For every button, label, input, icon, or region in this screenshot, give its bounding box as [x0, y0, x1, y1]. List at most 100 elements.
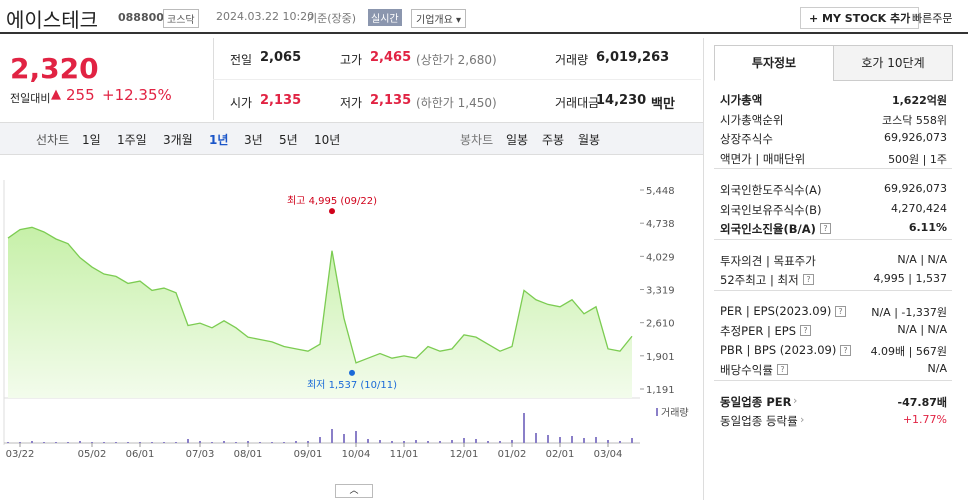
price: 2,320	[10, 52, 99, 85]
volume-bar	[19, 442, 21, 443]
info-value: 69,926,073	[884, 131, 947, 144]
overview-button[interactable]: 기업개요 ▾	[411, 9, 466, 28]
volume-bar	[55, 442, 57, 443]
info-value: 4,995 | 1,537	[873, 272, 947, 285]
help-icon: ?	[840, 344, 851, 356]
stat-unit: 백만	[651, 97, 675, 112]
period-tab[interactable]: 10년	[314, 133, 341, 147]
period-tab[interactable]: 1주일	[117, 133, 147, 147]
candle-tab[interactable]: 주봉	[542, 133, 565, 147]
candle-tab[interactable]: 일봉	[506, 133, 529, 147]
volume-bar	[127, 442, 129, 443]
volume-bar	[199, 441, 201, 443]
volume-bar	[247, 441, 249, 443]
period-tab[interactable]: 3년	[244, 133, 263, 147]
x-tick-label: 06/01	[126, 449, 155, 460]
x-tick-label: 09/01	[294, 449, 323, 460]
info-value: +1.77%	[902, 413, 947, 426]
chart: 1,191 1,901 2,610 3,319 4,029 4,738 5,448 거래량 03…	[3, 180, 689, 460]
info-tab[interactable]: 호가 10단계	[833, 45, 953, 81]
x-tick-label: 12/01	[450, 449, 479, 460]
x-tick-label: 05/02	[78, 449, 107, 460]
volume-bar	[619, 441, 621, 443]
volume-bar	[187, 439, 189, 443]
candle-tab[interactable]: 월봉	[578, 133, 601, 147]
x-tick-label: 10/04	[342, 449, 371, 460]
period-bar	[0, 122, 703, 155]
info-value: 4.09배 | 567원	[870, 344, 947, 358]
market-badge: 코스닥	[163, 9, 199, 28]
info-label: 상장주식수	[720, 132, 773, 146]
stat-label: 거래량	[555, 53, 589, 67]
basis: 기준(장중)	[307, 12, 357, 25]
legend-label: 거래량	[661, 407, 689, 419]
stat-label: 시가	[230, 96, 253, 110]
period-tab[interactable]: 1일	[82, 133, 101, 147]
info-value: 6.11%	[908, 221, 947, 234]
x-tick-label: 01/02	[498, 449, 527, 460]
info-value: -47.87배	[897, 395, 947, 409]
stat-value: 2,135	[370, 93, 412, 108]
volume-bar	[79, 441, 81, 443]
x-tick-label: 02/01	[546, 449, 575, 460]
volume-bar	[391, 441, 393, 443]
volume-bar	[499, 441, 501, 443]
volume-bar	[367, 439, 369, 443]
help-icon: ?	[803, 274, 814, 285]
y-tick-label: 1,901	[646, 352, 675, 363]
volume-bar	[175, 442, 177, 443]
volume-bar	[211, 442, 213, 443]
help-icon: ?	[820, 223, 831, 234]
realtime-badge: 실시간	[368, 9, 402, 26]
stat-value: 2,065	[260, 50, 302, 65]
period-tab[interactable]: 3개월	[163, 133, 193, 147]
collapse-button[interactable]: ︿	[335, 484, 373, 498]
info-label: 외국인소진율(B/A)	[720, 222, 816, 236]
help-icon: ?	[835, 305, 846, 317]
stat-value: 2,465	[370, 50, 412, 65]
info-value: N/A	[927, 362, 947, 375]
info-tab[interactable]: 투자정보	[714, 45, 834, 81]
volume-bar	[295, 441, 297, 443]
volume-bar	[427, 441, 429, 443]
info-label: 액면가 | 매매단위	[720, 151, 806, 166]
period-tab[interactable]: 5년	[279, 133, 298, 147]
price-line	[7, 226, 633, 364]
volume-bar	[415, 440, 417, 443]
stat-label: 거래대금	[555, 96, 600, 110]
info-label: 배당수익률	[720, 363, 773, 377]
info-value: 4,270,424	[891, 201, 947, 215]
mystock-button[interactable]: + MY STOCK 추가	[800, 7, 920, 29]
info-label: 동일업종 등락률	[720, 414, 798, 428]
y-tick-label: 1,191	[646, 385, 675, 396]
volume-bar	[43, 442, 45, 443]
info-value: 코스닥 558위	[882, 113, 947, 127]
info-label: 시가총액	[720, 93, 763, 107]
volume-bar	[7, 442, 9, 443]
volume-bar	[523, 413, 525, 443]
volume-bar	[91, 442, 93, 443]
info-value: N/A | N/A	[897, 323, 947, 336]
change-label: 전일대비	[10, 92, 51, 105]
volume-bar	[307, 441, 309, 443]
change-rate: +12.35%	[102, 86, 172, 104]
info-label: 투자의견 | 목표주가	[720, 253, 816, 268]
divider	[213, 79, 701, 80]
volume-bar	[487, 441, 489, 443]
quick-order[interactable]: 빠른주문	[912, 12, 953, 25]
datetime: 2024.03.22 10:20	[216, 10, 315, 23]
info-label: 52주최고 | 최저	[720, 273, 799, 287]
volume-bar	[151, 442, 153, 443]
volume-bar	[451, 440, 453, 443]
volume-bar	[283, 442, 285, 443]
stat-value: 14,230	[596, 93, 647, 108]
period-tab[interactable]: 1년	[209, 133, 229, 147]
info-label: 외국인한도주식수(A)	[720, 183, 822, 197]
annotation-dot	[349, 369, 355, 376]
info-label: 동일업종 PER	[720, 394, 792, 409]
volume-bar	[595, 437, 597, 443]
x-tick-label: 03/22	[6, 449, 35, 460]
info-divider	[714, 289, 952, 291]
stat-label: 고가	[340, 53, 363, 67]
